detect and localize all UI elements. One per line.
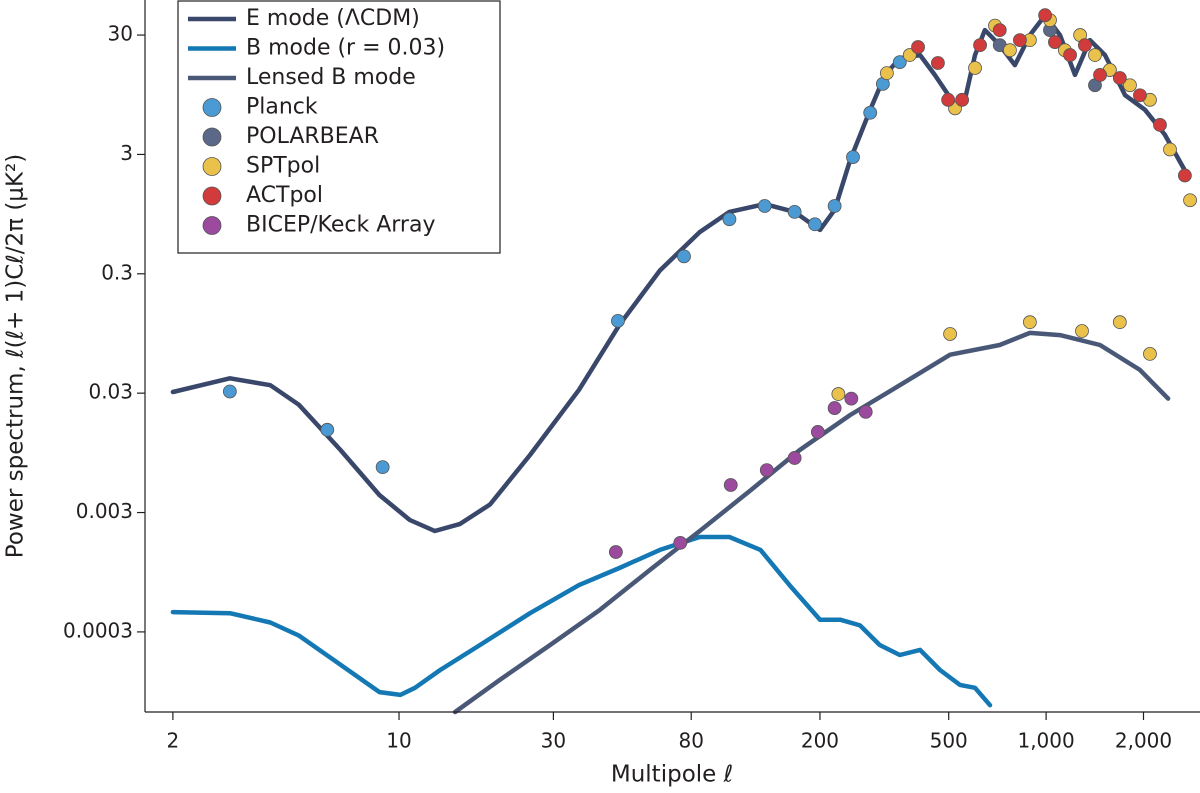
data-point: [879, 66, 894, 81]
data-point: [1093, 68, 1107, 82]
x-tick-label: 10: [386, 729, 411, 753]
y-tick-label: 0.0003: [63, 618, 133, 642]
x-tick-label: 200: [801, 729, 839, 753]
data-point: [955, 92, 970, 107]
data-point: [677, 249, 691, 264]
data-point: [787, 451, 802, 465]
data-point: [1048, 35, 1062, 49]
data-point: [1088, 48, 1102, 62]
data-point: [375, 460, 390, 475]
series-line: [452, 330, 1171, 715]
data-point: [1177, 168, 1192, 183]
data-point: [931, 56, 945, 70]
data-point: [844, 391, 859, 406]
data-point: [1133, 88, 1147, 103]
data-point: [1075, 324, 1089, 338]
legend-swatch: [202, 98, 222, 117]
y-tick-label: 0.03: [88, 380, 133, 404]
x-tick-label: 500: [930, 729, 968, 753]
y-axis-title: Power spectrum, ℓ(ℓ+ 1)Cℓ/2π (μK²): [3, 154, 29, 558]
data-point: [902, 48, 917, 62]
data-point: [827, 199, 842, 213]
legend-label: Planck: [246, 95, 318, 120]
data-point: [808, 217, 822, 232]
legend-label: E mode (ΛCDM): [246, 6, 420, 31]
data-point: [1013, 33, 1027, 48]
data-point: [911, 40, 925, 54]
data-point: [722, 212, 737, 227]
data-point: [723, 478, 738, 492]
data-point: [863, 105, 878, 120]
data-point: [1123, 78, 1137, 93]
data-point: [611, 313, 625, 328]
x-tick-label: 30: [541, 729, 566, 753]
legend-swatch: [202, 216, 222, 235]
data-point: [787, 205, 802, 219]
legend-label: ACTpol: [246, 183, 323, 208]
y-tick-label: 0.3: [101, 260, 133, 284]
x-tick-label: 2,000: [1115, 729, 1172, 753]
data-point: [892, 55, 907, 70]
x-tick-label: 2: [167, 729, 180, 753]
legend-label: SPTpol: [246, 154, 320, 179]
data-point: [968, 61, 982, 75]
data-point: [1038, 8, 1053, 23]
data-point: [1003, 43, 1017, 58]
data-point: [222, 384, 237, 399]
legend-swatch: [202, 127, 222, 147]
y-tick-label: 30: [108, 22, 133, 46]
legend-label: POLARBEAR: [246, 124, 379, 149]
data-point: [1112, 315, 1127, 330]
legend-swatch: [202, 186, 222, 206]
legend-label: BICEP/Keck Array: [246, 213, 435, 238]
data-point: [810, 425, 825, 439]
data-point: [1077, 38, 1092, 53]
data-point: [320, 422, 335, 437]
data-point: [608, 545, 623, 559]
y-tick-label: 3: [120, 141, 133, 165]
x-tick-label: 1,000: [1017, 729, 1074, 753]
data-point: [973, 38, 987, 53]
data-point: [943, 327, 958, 341]
data-point: [759, 463, 774, 478]
plot-area: [170, 8, 1197, 715]
data-point: [1183, 193, 1197, 208]
data-point: [941, 92, 956, 107]
data-point: [1112, 71, 1127, 85]
y-tick-label: 0.003: [76, 499, 133, 523]
legend-label: Lensed B mode: [246, 65, 416, 90]
data-point: [757, 199, 772, 213]
data-point: [827, 401, 842, 415]
data-point: [831, 387, 846, 401]
data-point: [992, 23, 1007, 38]
legend-box: [177, 0, 501, 254]
data-point: [858, 405, 873, 419]
legend-swatch: [202, 157, 222, 176]
data-point: [673, 536, 688, 550]
x-tick-label: 80: [678, 729, 703, 753]
data-point: [1163, 142, 1177, 157]
x-axis-title: Multipole ℓ: [611, 762, 733, 788]
data-point: [1022, 315, 1037, 330]
data-point: [1063, 48, 1077, 62]
data-point: [846, 150, 860, 164]
legend-label: B mode (r = 0.03): [246, 36, 445, 61]
data-point: [1143, 346, 1157, 361]
data-point: [1153, 118, 1167, 132]
